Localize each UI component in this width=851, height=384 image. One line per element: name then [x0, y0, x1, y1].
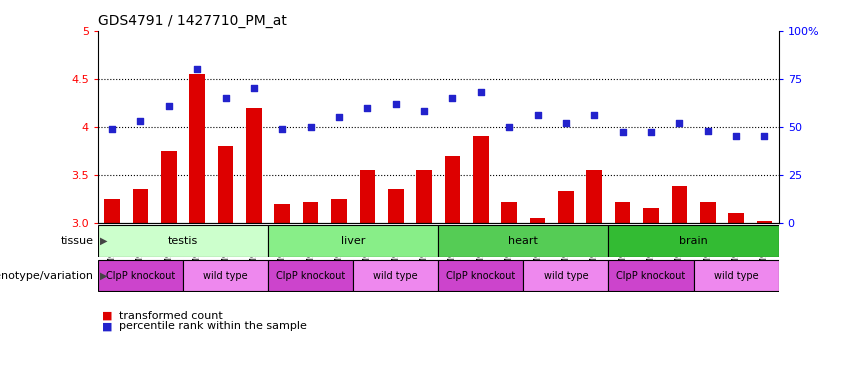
Text: heart: heart	[508, 236, 539, 246]
Text: ClpP knockout: ClpP knockout	[616, 270, 686, 281]
Bar	[331, 199, 347, 223]
Point	[729, 133, 743, 139]
Point	[474, 89, 488, 95]
Bar	[359, 170, 375, 223]
Bar	[608, 260, 694, 291]
Bar	[105, 199, 120, 223]
Point	[134, 118, 147, 124]
Bar	[353, 260, 438, 291]
Point	[219, 95, 232, 101]
Text: tissue: tissue	[60, 236, 94, 246]
Bar	[694, 260, 779, 291]
Bar	[529, 218, 545, 223]
Point	[531, 112, 545, 118]
Text: ■: ■	[102, 311, 112, 321]
Text: brain: brain	[679, 236, 708, 246]
Point	[757, 133, 771, 139]
Point	[332, 114, 346, 120]
Bar	[268, 260, 353, 291]
Bar	[133, 189, 148, 223]
Point	[644, 129, 658, 136]
Text: wild type: wild type	[714, 270, 758, 281]
Bar	[388, 189, 403, 223]
Text: percentile rank within the sample: percentile rank within the sample	[119, 321, 307, 331]
Bar	[757, 221, 773, 223]
Point	[446, 95, 460, 101]
Bar	[614, 202, 631, 223]
Bar	[700, 202, 716, 223]
Bar	[218, 146, 233, 223]
Text: GDS4791 / 1427710_PM_at: GDS4791 / 1427710_PM_at	[98, 14, 287, 28]
Point	[162, 103, 175, 109]
Point	[559, 120, 573, 126]
Point	[191, 66, 204, 72]
Text: ▶: ▶	[100, 270, 107, 281]
Point	[587, 112, 601, 118]
Point	[701, 127, 715, 134]
Bar	[445, 156, 460, 223]
Text: ClpP knockout: ClpP knockout	[446, 270, 516, 281]
Bar	[416, 170, 432, 223]
Bar	[671, 186, 688, 223]
Bar	[274, 204, 290, 223]
Text: wild type: wild type	[374, 270, 418, 281]
Point	[361, 104, 374, 111]
Bar	[586, 170, 603, 223]
Point	[672, 120, 686, 126]
Bar	[501, 202, 517, 223]
Text: wild type: wild type	[544, 270, 588, 281]
Bar	[558, 191, 574, 223]
Text: wild type: wild type	[203, 270, 248, 281]
Point	[247, 85, 260, 91]
Bar	[438, 225, 608, 257]
Bar	[246, 108, 262, 223]
Text: genotype/variation: genotype/variation	[0, 270, 94, 281]
Text: ■: ■	[102, 321, 112, 331]
Bar	[473, 136, 488, 223]
Bar	[438, 260, 523, 291]
Point	[502, 124, 516, 130]
Bar	[161, 151, 177, 223]
Text: ▶: ▶	[100, 236, 107, 246]
Text: transformed count: transformed count	[119, 311, 223, 321]
Point	[106, 126, 119, 132]
Point	[276, 126, 289, 132]
Text: liver: liver	[341, 236, 365, 246]
Point	[304, 124, 317, 130]
Bar	[608, 225, 779, 257]
Bar	[268, 225, 438, 257]
Bar	[303, 202, 318, 223]
Bar	[728, 213, 744, 223]
Point	[417, 108, 431, 114]
Text: ClpP knockout: ClpP knockout	[276, 270, 346, 281]
Bar	[643, 209, 659, 223]
Text: testis: testis	[168, 236, 198, 246]
Bar	[98, 225, 268, 257]
Bar	[190, 74, 205, 223]
Point	[616, 129, 630, 136]
Point	[389, 101, 403, 107]
Bar	[523, 260, 608, 291]
Bar	[183, 260, 268, 291]
Text: ClpP knockout: ClpP knockout	[106, 270, 175, 281]
Bar	[98, 260, 183, 291]
